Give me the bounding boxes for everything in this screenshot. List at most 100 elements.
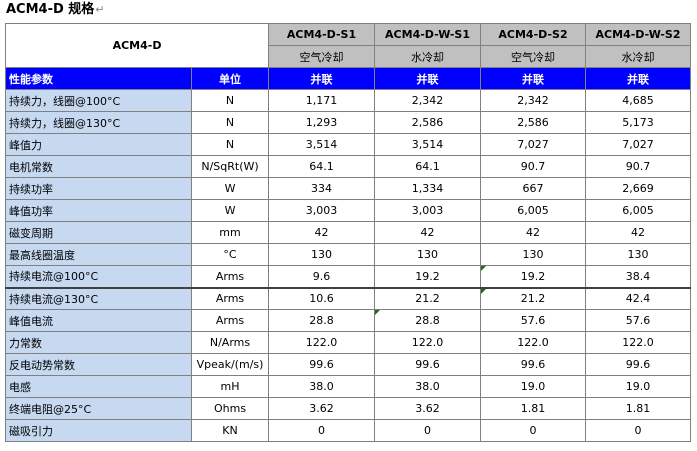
- paragraph-mark-icon: ↵: [95, 3, 105, 16]
- table-row: 最高线圈温度 °C 130 130 130 130: [5, 243, 692, 266]
- value-cell: 122.0: [374, 331, 482, 354]
- value-cell: 19.0: [480, 375, 587, 398]
- value-cell: 667: [480, 177, 587, 200]
- variant-header: ACM4-D-W-S2: [585, 23, 692, 46]
- value-cell: 19.2: [374, 265, 482, 288]
- unit-cell: mm: [190, 221, 270, 244]
- section-label: 性能参数: [5, 67, 192, 90]
- unit-cell: °C: [190, 243, 270, 266]
- table-row: 峰值电流 Arms 28.8 28.8 57.6 57.6: [5, 309, 692, 332]
- value-cell: 38.0: [374, 375, 482, 398]
- cooling-type-cell: 空气冷却: [268, 45, 376, 68]
- value-cell: 3,514: [268, 133, 376, 156]
- cooling-header-row: 空气冷却 水冷却 空气冷却 水冷却: [6, 45, 692, 68]
- value-cell: 2,586: [480, 111, 587, 134]
- value-cell: 28.8: [374, 309, 482, 332]
- value-cell: 1.81: [480, 397, 587, 420]
- parameter-label: 峰值功率: [5, 199, 192, 222]
- table-row: 峰值力 N 3,514 3,514 7,027 7,027: [5, 133, 692, 156]
- table-row: 峰值功率 W 3,003 3,003 6,005 6,005: [5, 199, 692, 222]
- parameter-label: 峰值力: [5, 133, 192, 156]
- value-cell: 130: [268, 243, 376, 266]
- cooling-type-cell: 水冷却: [374, 45, 482, 68]
- value-cell: 38.0: [268, 375, 376, 398]
- value-cell: 122.0: [585, 331, 692, 354]
- value-cell: 64.1: [374, 155, 482, 178]
- parameter-label: 力常数: [5, 331, 192, 354]
- table-row: 磁吸引力 KN 0 0 0 0: [5, 419, 692, 442]
- value-cell: 2,669: [585, 177, 692, 200]
- value-cell: 3,003: [374, 199, 482, 222]
- value-cell: 99.6: [585, 353, 692, 376]
- table-row: 磁变周期 mm 42 42 42 42: [5, 221, 692, 244]
- table-row: 持续力，线圈@130°C N 1,293 2,586 2,586 5,173: [5, 111, 692, 134]
- value-cell: 3,003: [268, 199, 376, 222]
- value-cell: 21.2: [480, 286, 587, 310]
- value-cell: 28.8: [268, 309, 376, 332]
- value-cell: 122.0: [480, 331, 587, 354]
- parameter-label: 最高线圈温度: [5, 243, 192, 266]
- value-cell: 57.6: [480, 309, 587, 332]
- value-cell: 4,685: [585, 89, 692, 112]
- value-cell: 2,342: [480, 89, 587, 112]
- unit-cell: N/Arms: [190, 331, 270, 354]
- table-row: 力常数 N/Arms 122.0 122.0 122.0 122.0: [5, 331, 692, 354]
- value-cell: 1,171: [268, 89, 376, 112]
- unit-cell: N: [190, 111, 270, 134]
- cooling-type-cell: 空气冷却: [480, 45, 587, 68]
- table-row: 电感 mH 38.0 38.0 19.0 19.0: [5, 375, 692, 398]
- value-cell: 122.0: [268, 331, 376, 354]
- value-cell: 10.6: [268, 286, 376, 310]
- parameter-label: 持续力，线圈@130°C: [5, 111, 192, 134]
- value-cell: 42.4: [585, 286, 692, 310]
- table-row: 反电动势常数 Vpeak/(m/s) 99.6 99.6 99.6 99.6: [5, 353, 692, 376]
- value-cell: 0: [480, 419, 587, 442]
- unit-cell: W: [190, 199, 270, 222]
- unit-cell: N: [190, 89, 270, 112]
- variant-header-row: ACM4-D ACM4-D-S1 ACM4-D-W-S1 ACM4-D-S2 A…: [4, 23, 692, 68]
- unit-cell: Arms: [190, 265, 270, 288]
- value-cell: 0: [268, 419, 376, 442]
- value-cell: 1,293: [268, 111, 376, 134]
- table-row: 持续电流@100°C Arms 9.6 19.2 19.2 38.4: [5, 265, 692, 288]
- unit-cell: W: [190, 177, 270, 200]
- value-cell: 21.2: [374, 286, 482, 310]
- value-cell: 6,005: [585, 199, 692, 222]
- variant-header: ACM4-D-W-S1: [374, 23, 482, 46]
- value-cell: 38.4: [585, 265, 692, 288]
- value-cell: 3.62: [374, 397, 482, 420]
- variant-header: ACM4-D-S2: [480, 23, 587, 46]
- value-cell: 2,342: [374, 89, 482, 112]
- parameter-label: 反电动势常数: [5, 353, 192, 376]
- parameter-label: 峰值电流: [5, 309, 192, 332]
- unit-cell: Arms: [190, 286, 270, 310]
- section-header-row: 性能参数 单位 并联 并联 并联 并联: [5, 67, 692, 90]
- model-name-cell: ACM4-D: [4, 23, 270, 68]
- value-cell: 90.7: [480, 155, 587, 178]
- value-cell: 7,027: [585, 133, 692, 156]
- value-cell: 130: [585, 243, 692, 266]
- parameter-label: 终端电阻@25°C: [5, 397, 192, 420]
- parameter-label: 电机常数: [5, 155, 192, 178]
- cooling-type-cell: 水冷却: [585, 45, 692, 68]
- value-cell: 0: [585, 419, 692, 442]
- connection-cell: 并联: [480, 67, 587, 90]
- unit-cell: mH: [190, 375, 270, 398]
- connection-cell: 并联: [585, 67, 692, 90]
- unit-cell: KN: [190, 419, 270, 442]
- value-cell: 3,514: [374, 133, 482, 156]
- value-cell: 42: [268, 221, 376, 244]
- unit-cell: N/SqRt(W): [190, 155, 270, 178]
- value-cell: 5,173: [585, 111, 692, 134]
- parameter-label: 磁变周期: [5, 221, 192, 244]
- parameter-label: 持续电流@130°C: [5, 286, 192, 310]
- parameter-label: 电感: [5, 375, 192, 398]
- spec-table: ACM4-D ACM4-D-S1 ACM4-D-W-S1 ACM4-D-S2 A…: [4, 23, 692, 442]
- value-cell: 334: [268, 177, 376, 200]
- connection-cell: 并联: [268, 67, 376, 90]
- parameter-label: 持续力，线圈@100°C: [5, 89, 192, 112]
- table-row: 终端电阻@25°C Ohms 3.62 3.62 1.81 1.81: [5, 397, 692, 420]
- value-cell: 7,027: [480, 133, 587, 156]
- value-cell: 19.2: [480, 265, 587, 288]
- table-row: 电机常数 N/SqRt(W) 64.1 64.1 90.7 90.7: [5, 155, 692, 178]
